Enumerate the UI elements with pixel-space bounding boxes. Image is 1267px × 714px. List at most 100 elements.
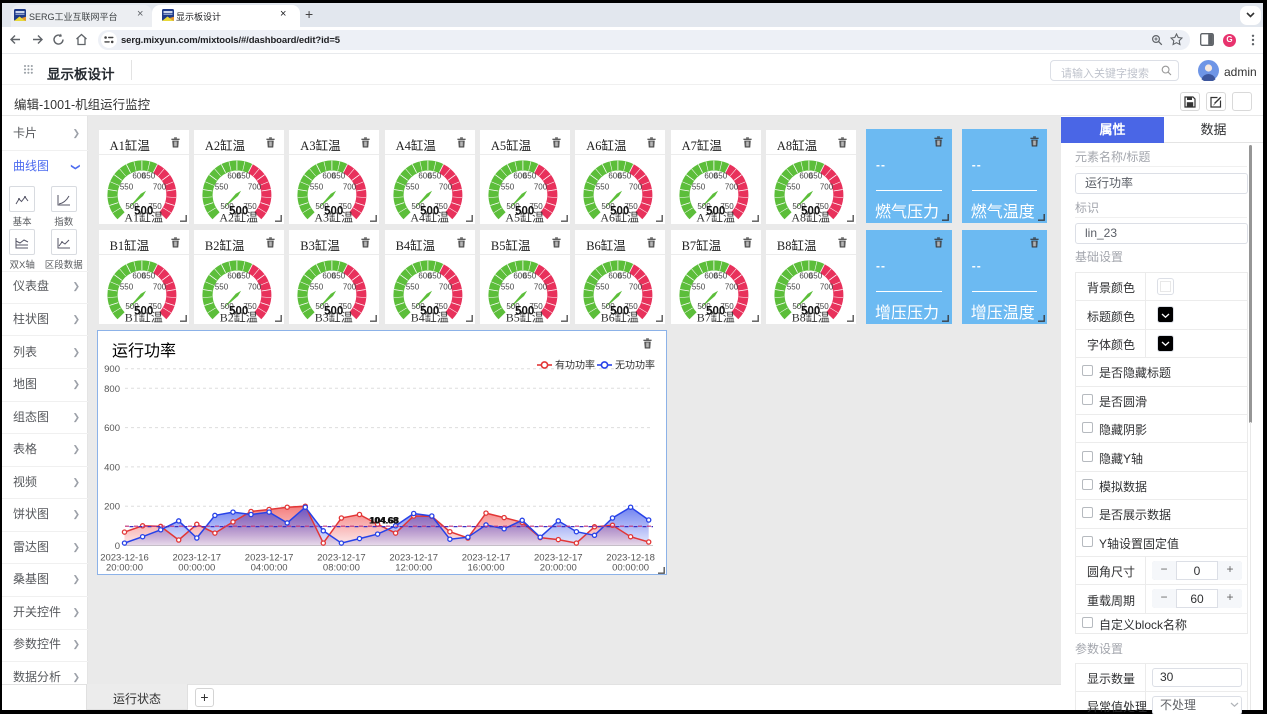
- svg-text:600: 600: [513, 171, 527, 180]
- svg-text:500: 500: [420, 205, 439, 217]
- svg-text:500: 500: [792, 301, 806, 310]
- svg-text:700: 700: [724, 282, 738, 291]
- svg-text:0: 0: [115, 541, 120, 552]
- svg-text:750: 750: [339, 301, 353, 310]
- svg-text:750: 750: [529, 201, 543, 210]
- svg-text:500: 500: [420, 305, 439, 317]
- svg-text:700: 700: [534, 282, 548, 291]
- svg-text:20:00:00: 20:00:00: [106, 562, 143, 573]
- svg-text:无功功率: 无功功率: [615, 358, 655, 371]
- svg-text:650: 650: [713, 271, 727, 280]
- svg-text:B3缸温: B3缸温: [315, 309, 353, 324]
- svg-text:2023-12-18: 2023-12-18: [606, 552, 655, 563]
- svg-text:500: 500: [316, 201, 330, 210]
- svg-text:600: 600: [704, 271, 718, 280]
- svg-text:2023-12-17: 2023-12-17: [462, 552, 511, 563]
- svg-text:600: 600: [132, 171, 146, 180]
- svg-text:750: 750: [625, 301, 639, 310]
- svg-text:500: 500: [411, 301, 425, 310]
- svg-text:600: 600: [513, 271, 527, 280]
- svg-text:500: 500: [324, 305, 343, 317]
- svg-text:750: 750: [529, 301, 543, 310]
- svg-text:B6缸温: B6缸温: [601, 309, 639, 324]
- svg-text:650: 650: [523, 171, 537, 180]
- svg-text:700: 700: [438, 182, 452, 191]
- svg-text:500: 500: [515, 205, 534, 217]
- svg-text:400: 400: [104, 462, 120, 473]
- svg-text:650: 650: [523, 271, 537, 280]
- svg-text:有功功率: 有功功率: [555, 358, 595, 371]
- svg-text:750: 750: [625, 201, 639, 210]
- svg-text:550: 550: [691, 282, 705, 291]
- svg-text:500: 500: [801, 205, 820, 217]
- svg-text:550: 550: [501, 182, 515, 191]
- svg-text:700: 700: [820, 182, 834, 191]
- svg-text:500: 500: [706, 205, 725, 217]
- svg-text:600: 600: [704, 171, 718, 180]
- svg-text:104.68: 104.68: [370, 515, 399, 526]
- svg-text:16:00:00: 16:00:00: [468, 562, 505, 573]
- svg-text:2023-12-17: 2023-12-17: [317, 552, 366, 563]
- svg-text:750: 750: [434, 201, 448, 210]
- svg-text:700: 700: [343, 182, 357, 191]
- svg-text:650: 650: [618, 171, 632, 180]
- svg-text:650: 650: [809, 171, 823, 180]
- svg-text:700: 700: [248, 282, 262, 291]
- svg-text:500: 500: [324, 205, 343, 217]
- svg-text:A3缸温: A3缸温: [315, 209, 354, 224]
- svg-text:650: 650: [237, 171, 251, 180]
- svg-text:550: 550: [691, 182, 705, 191]
- svg-text:600: 600: [799, 271, 813, 280]
- svg-text:00:00:00: 00:00:00: [178, 562, 215, 573]
- svg-text:700: 700: [438, 282, 452, 291]
- svg-text:500: 500: [125, 201, 139, 210]
- svg-text:A1缸温: A1缸温: [124, 209, 163, 224]
- svg-text:2023-12-17: 2023-12-17: [172, 552, 221, 563]
- svg-text:600: 600: [609, 271, 623, 280]
- svg-text:750: 750: [720, 301, 734, 310]
- svg-text:550: 550: [119, 182, 133, 191]
- svg-text:550: 550: [215, 182, 229, 191]
- svg-text:750: 750: [434, 301, 448, 310]
- svg-text:500: 500: [220, 301, 234, 310]
- svg-text:2023-12-17: 2023-12-17: [245, 552, 294, 563]
- svg-text:750: 750: [720, 201, 734, 210]
- svg-text:650: 650: [237, 271, 251, 280]
- svg-text:B2缸温: B2缸温: [220, 309, 258, 324]
- svg-text:750: 750: [243, 301, 257, 310]
- svg-text:200: 200: [104, 501, 120, 512]
- svg-text:650: 650: [618, 271, 632, 280]
- svg-text:600: 600: [104, 423, 120, 434]
- svg-text:500: 500: [134, 305, 153, 317]
- svg-text:550: 550: [310, 182, 324, 191]
- svg-text:650: 650: [713, 171, 727, 180]
- svg-text:500: 500: [506, 201, 520, 210]
- svg-text:700: 700: [152, 282, 166, 291]
- svg-text:A7缸温: A7缸温: [696, 209, 735, 224]
- svg-text:650: 650: [332, 271, 346, 280]
- svg-text:500: 500: [610, 305, 629, 317]
- svg-text:700: 700: [248, 182, 262, 191]
- svg-text:500: 500: [134, 205, 153, 217]
- svg-text:500: 500: [229, 205, 248, 217]
- svg-text:A2缸温: A2缸温: [219, 209, 258, 224]
- svg-text:500: 500: [515, 305, 534, 317]
- svg-text:750: 750: [815, 201, 829, 210]
- svg-text:B1缸温: B1缸温: [124, 309, 162, 324]
- svg-text:650: 650: [141, 271, 155, 280]
- svg-text:600: 600: [418, 271, 432, 280]
- svg-text:600: 600: [609, 171, 623, 180]
- svg-text:500: 500: [411, 201, 425, 210]
- svg-text:500: 500: [706, 305, 725, 317]
- svg-text:550: 550: [215, 282, 229, 291]
- svg-text:600: 600: [418, 171, 432, 180]
- svg-text:550: 550: [787, 182, 801, 191]
- svg-text:650: 650: [809, 271, 823, 280]
- svg-text:00:00:00: 00:00:00: [612, 562, 649, 573]
- svg-text:500: 500: [125, 301, 139, 310]
- svg-text:600: 600: [799, 171, 813, 180]
- svg-text:500: 500: [316, 301, 330, 310]
- svg-text:A8缸温: A8缸温: [791, 209, 830, 224]
- svg-text:700: 700: [820, 282, 834, 291]
- svg-text:500: 500: [602, 201, 616, 210]
